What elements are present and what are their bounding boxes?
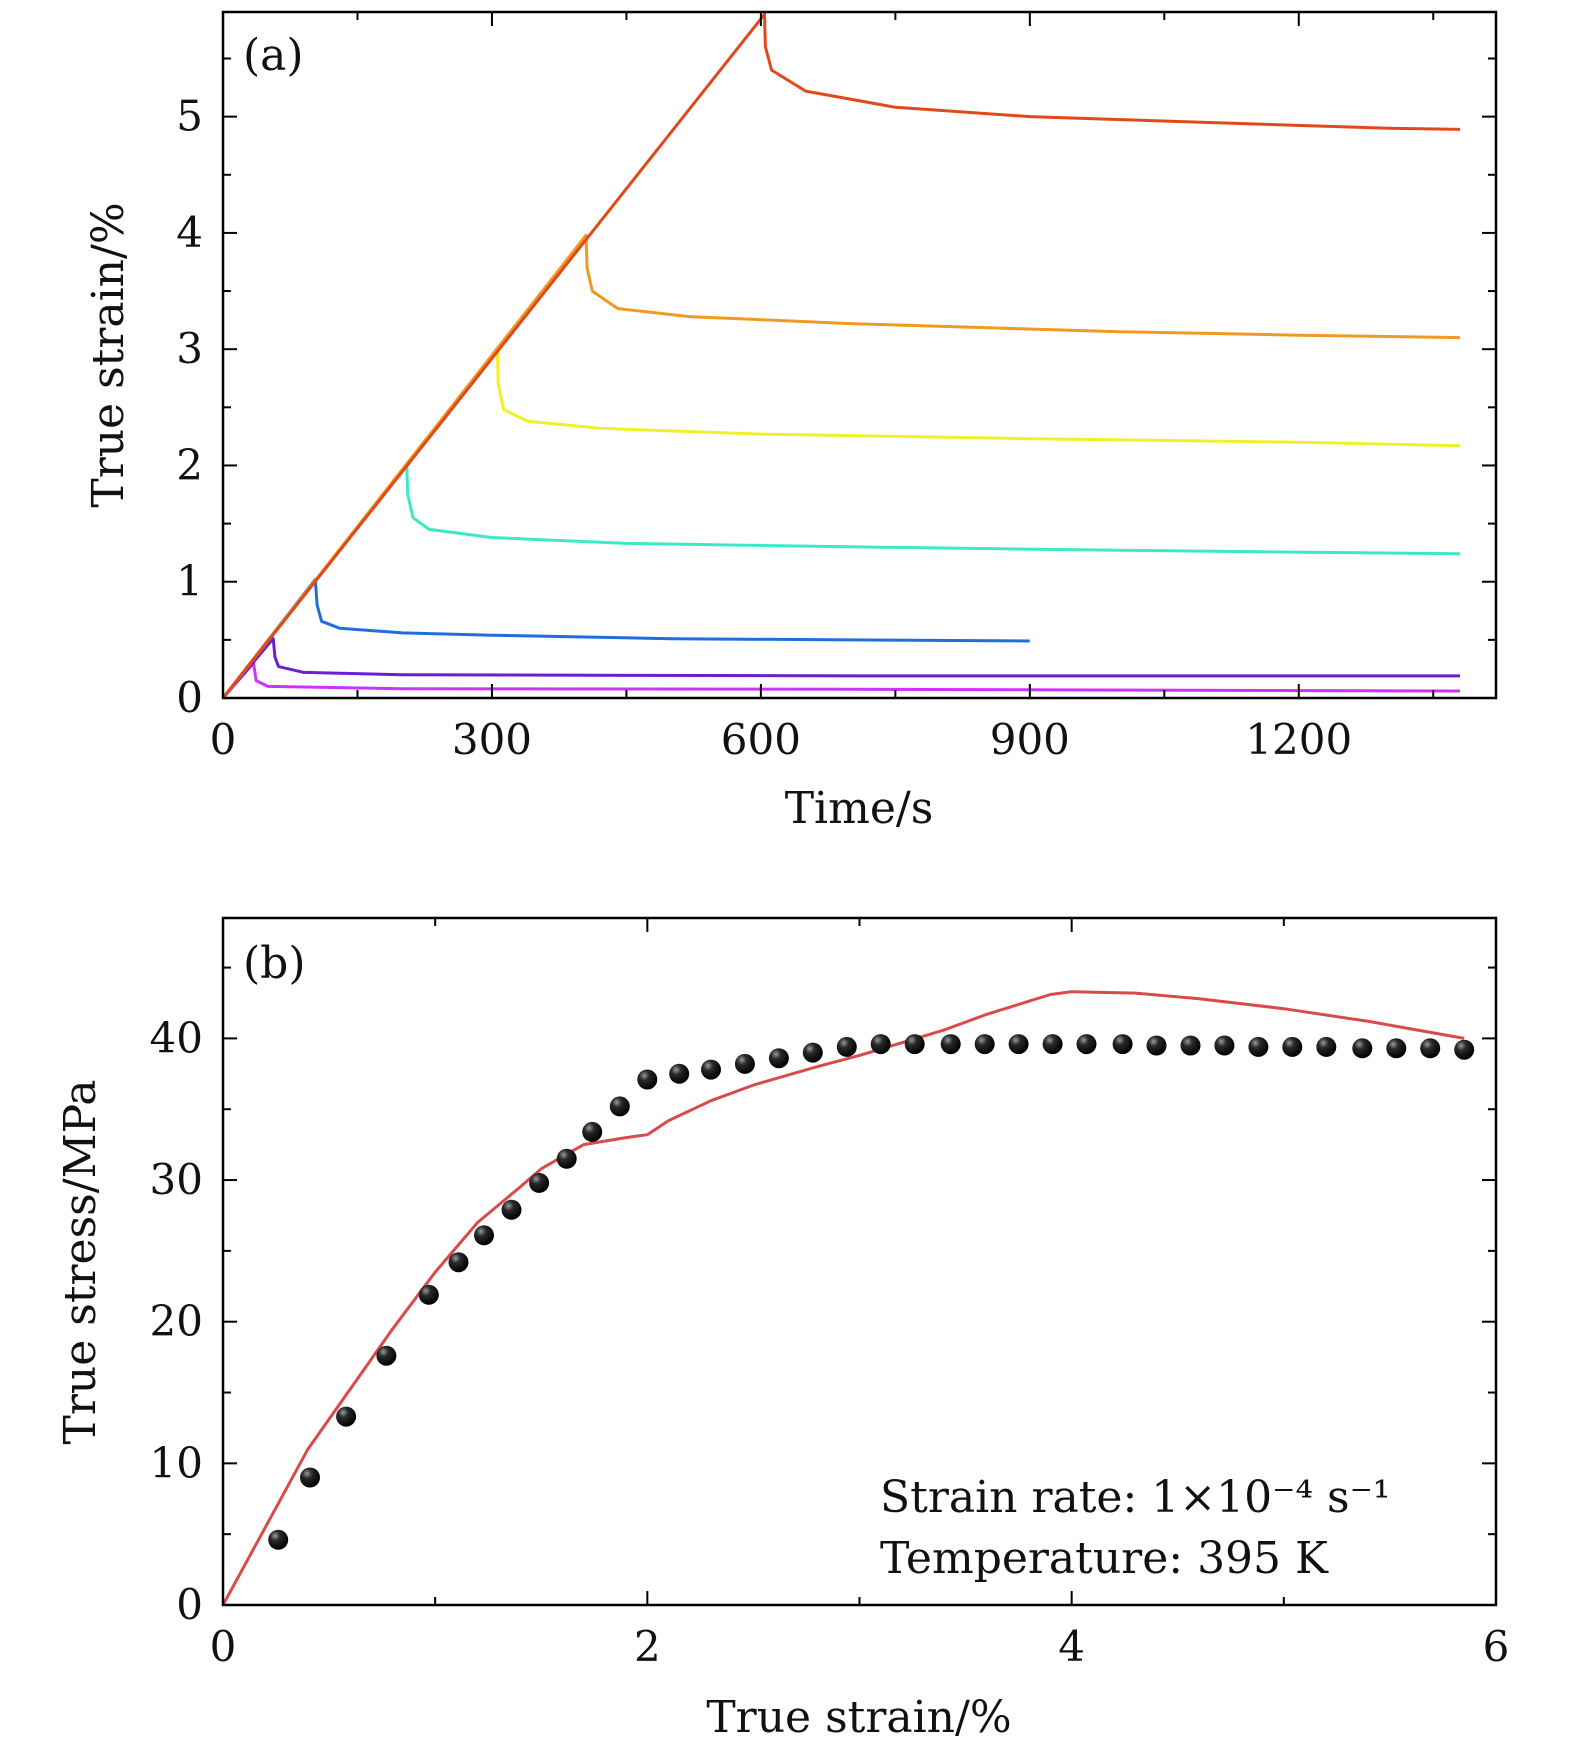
experiment-point (1112, 1034, 1133, 1055)
panel-b-annotation-line-2: Temperature: 395 K (880, 1533, 1329, 1584)
experiment-point (974, 1034, 995, 1055)
experiment-point (609, 1096, 630, 1117)
series-line-strain-3 (221, 347, 1461, 699)
panel-a-tag: (a) (243, 30, 304, 81)
experiment-point (701, 1059, 721, 1080)
series-line-strain-0.5 (221, 637, 1461, 699)
experiment-point (870, 1034, 891, 1055)
experiment-point (904, 1034, 925, 1055)
panel-b: 0 2 4 6 0 10 20 30 40 (b) Strain rate: 1×10⁻⁴ s⁻… (55, 916, 1510, 1743)
series-line-strain-5.8 (221, 12, 1461, 699)
experiment-point (1282, 1036, 1303, 1057)
panel-a-xtick-label: 300 (452, 715, 532, 764)
panel-a-ticks: 0 300 600 900 1200 0 1 2 3 4 5 (176, 12, 1496, 764)
panel-b-ytick-label: 0 (176, 1580, 203, 1629)
experiment-point (669, 1063, 690, 1084)
panel-b-ytick-label: 20 (150, 1297, 203, 1346)
panel-b-xlabel: True strain/% (706, 1692, 1011, 1743)
experiment-point (1146, 1035, 1167, 1056)
panel-b-xtick-label: 6 (1483, 1622, 1510, 1671)
series-line-strain-2 (221, 464, 1461, 699)
panel-b-scatter-group (268, 1034, 1475, 1550)
experiment-point (474, 1225, 494, 1246)
panel-a-ytick-label: 4 (176, 208, 203, 257)
panel-a: 0 300 600 900 1200 0 1 2 3 4 5 (a) Time/s True str… (83, 10, 1498, 834)
experiment-point (1352, 1038, 1373, 1059)
experiment-point (418, 1284, 439, 1305)
panel-b-ticks: 0 2 4 6 0 10 20 30 40 (150, 918, 1510, 1671)
panel-b-ylabel: True stress/MPa (55, 1080, 106, 1445)
panel-a-ylabel: True strain/% (83, 202, 134, 507)
panel-a-frame (221, 10, 1498, 700)
experiment-point (1214, 1035, 1235, 1056)
experiment-point (529, 1172, 550, 1193)
panel-b-tag: (b) (243, 938, 306, 989)
experiment-point (1008, 1034, 1029, 1055)
experiment-point (582, 1121, 603, 1142)
experiment-point (940, 1034, 961, 1055)
simulation-line (221, 990, 1465, 1606)
experiment-point (1386, 1038, 1407, 1059)
panel-a-series-group (221, 12, 1461, 699)
experiment-point (734, 1053, 755, 1074)
panel-a-ytick-label: 1 (176, 557, 203, 606)
panel-b-ytick-label: 40 (150, 1013, 203, 1062)
series-line-strain-1 (221, 577, 1030, 699)
panel-b-line-group (221, 990, 1465, 1606)
experiment-point (268, 1529, 289, 1550)
experiment-point (1076, 1034, 1097, 1055)
experiment-point (768, 1048, 789, 1069)
panel-a-ytick-label: 0 (176, 673, 203, 722)
experiment-point (637, 1069, 658, 1090)
experiment-point (376, 1345, 397, 1366)
experiment-point (1042, 1034, 1063, 1055)
experiment-point (1420, 1038, 1441, 1059)
panel-a-xtick-label: 600 (721, 715, 801, 764)
panel-b-ytick-label: 30 (150, 1155, 203, 1204)
panel-a-ytick-label: 2 (176, 440, 203, 489)
panel-a-xtick-label: 900 (990, 715, 1070, 764)
panel-b-annotation-line-1: Strain rate: 1×10⁻⁴ s⁻¹ (880, 1472, 1390, 1523)
experiment-point (556, 1148, 577, 1169)
experiment-point (1454, 1039, 1475, 1060)
panel-b-xtick-label: 0 (210, 1622, 237, 1671)
panel-a-ytick-label: 5 (176, 92, 203, 141)
panel-a-xlabel: Time/s (785, 783, 934, 834)
experiment-point (501, 1199, 522, 1220)
series-line-strain-0.3 (221, 661, 1461, 699)
experiment-point (1316, 1036, 1337, 1057)
panel-b-ytick-label: 10 (150, 1438, 203, 1487)
panel-b-xtick-label: 2 (634, 1622, 661, 1671)
experiment-point (802, 1042, 823, 1063)
experiment-point (300, 1467, 320, 1488)
experiment-point (336, 1406, 357, 1427)
panel-b-xtick-label: 4 (1058, 1622, 1085, 1671)
panel-a-ytick-label: 3 (176, 324, 203, 373)
experiment-point (1248, 1036, 1269, 1057)
panel-a-xtick-label: 0 (210, 715, 237, 764)
series-line-strain-4 (221, 233, 1461, 699)
experiment-point (448, 1252, 469, 1273)
experiment-point (1180, 1035, 1201, 1056)
panel-a-xtick-label: 1200 (1245, 715, 1352, 764)
experiment-point (836, 1036, 857, 1057)
